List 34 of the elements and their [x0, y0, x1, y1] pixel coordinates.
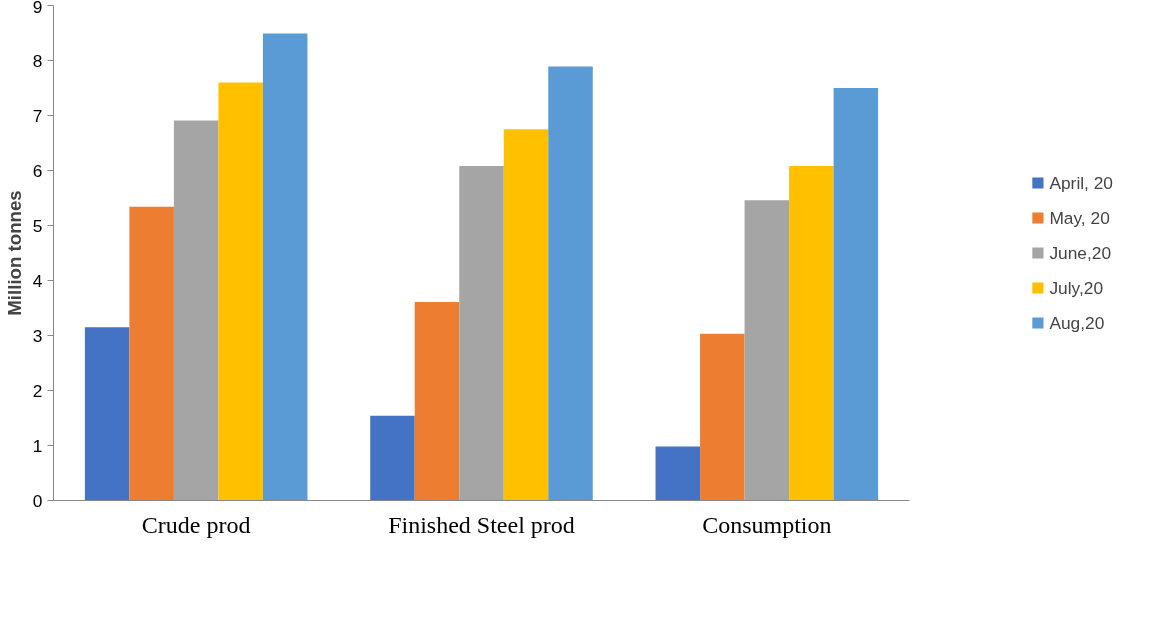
legend-label: April, 20 — [1049, 172, 1113, 193]
y-tick-label: 1 — [32, 435, 43, 456]
y-tick-label: 0 — [32, 490, 43, 511]
y-tick-label: 6 — [32, 160, 43, 181]
x-tick-label: Finished Steel prod — [388, 511, 575, 538]
bar — [548, 66, 593, 501]
x-tick-label: Crude prod — [141, 511, 251, 538]
y-tick-label: 8 — [32, 50, 43, 71]
bar — [503, 129, 549, 501]
y-tick-label: 5 — [32, 215, 43, 236]
legend-label: Aug,20 — [1049, 312, 1105, 333]
y-tick-label: 4 — [32, 270, 43, 291]
bar — [414, 301, 460, 501]
y-axis-title: Million tonnes — [3, 190, 25, 316]
legend-label: July,20 — [1049, 277, 1104, 298]
bar — [84, 327, 130, 501]
y-tick-label: 2 — [32, 380, 43, 401]
bar — [700, 333, 745, 501]
bar — [173, 120, 219, 501]
y-tick-label: 7 — [32, 105, 43, 126]
legend-label: June,20 — [1049, 242, 1112, 263]
bar — [459, 166, 504, 501]
bar — [789, 166, 834, 501]
y-tick-label: 9 — [32, 0, 43, 17]
bar — [655, 446, 701, 501]
legend-label: May, 20 — [1049, 207, 1110, 228]
x-tick-label: Consumption — [702, 511, 832, 538]
bar — [262, 33, 308, 501]
bar — [744, 200, 790, 501]
bar — [370, 415, 415, 501]
bar — [129, 206, 174, 501]
bar — [218, 82, 263, 501]
y-tick-label: 3 — [32, 325, 43, 346]
bar — [833, 88, 879, 501]
